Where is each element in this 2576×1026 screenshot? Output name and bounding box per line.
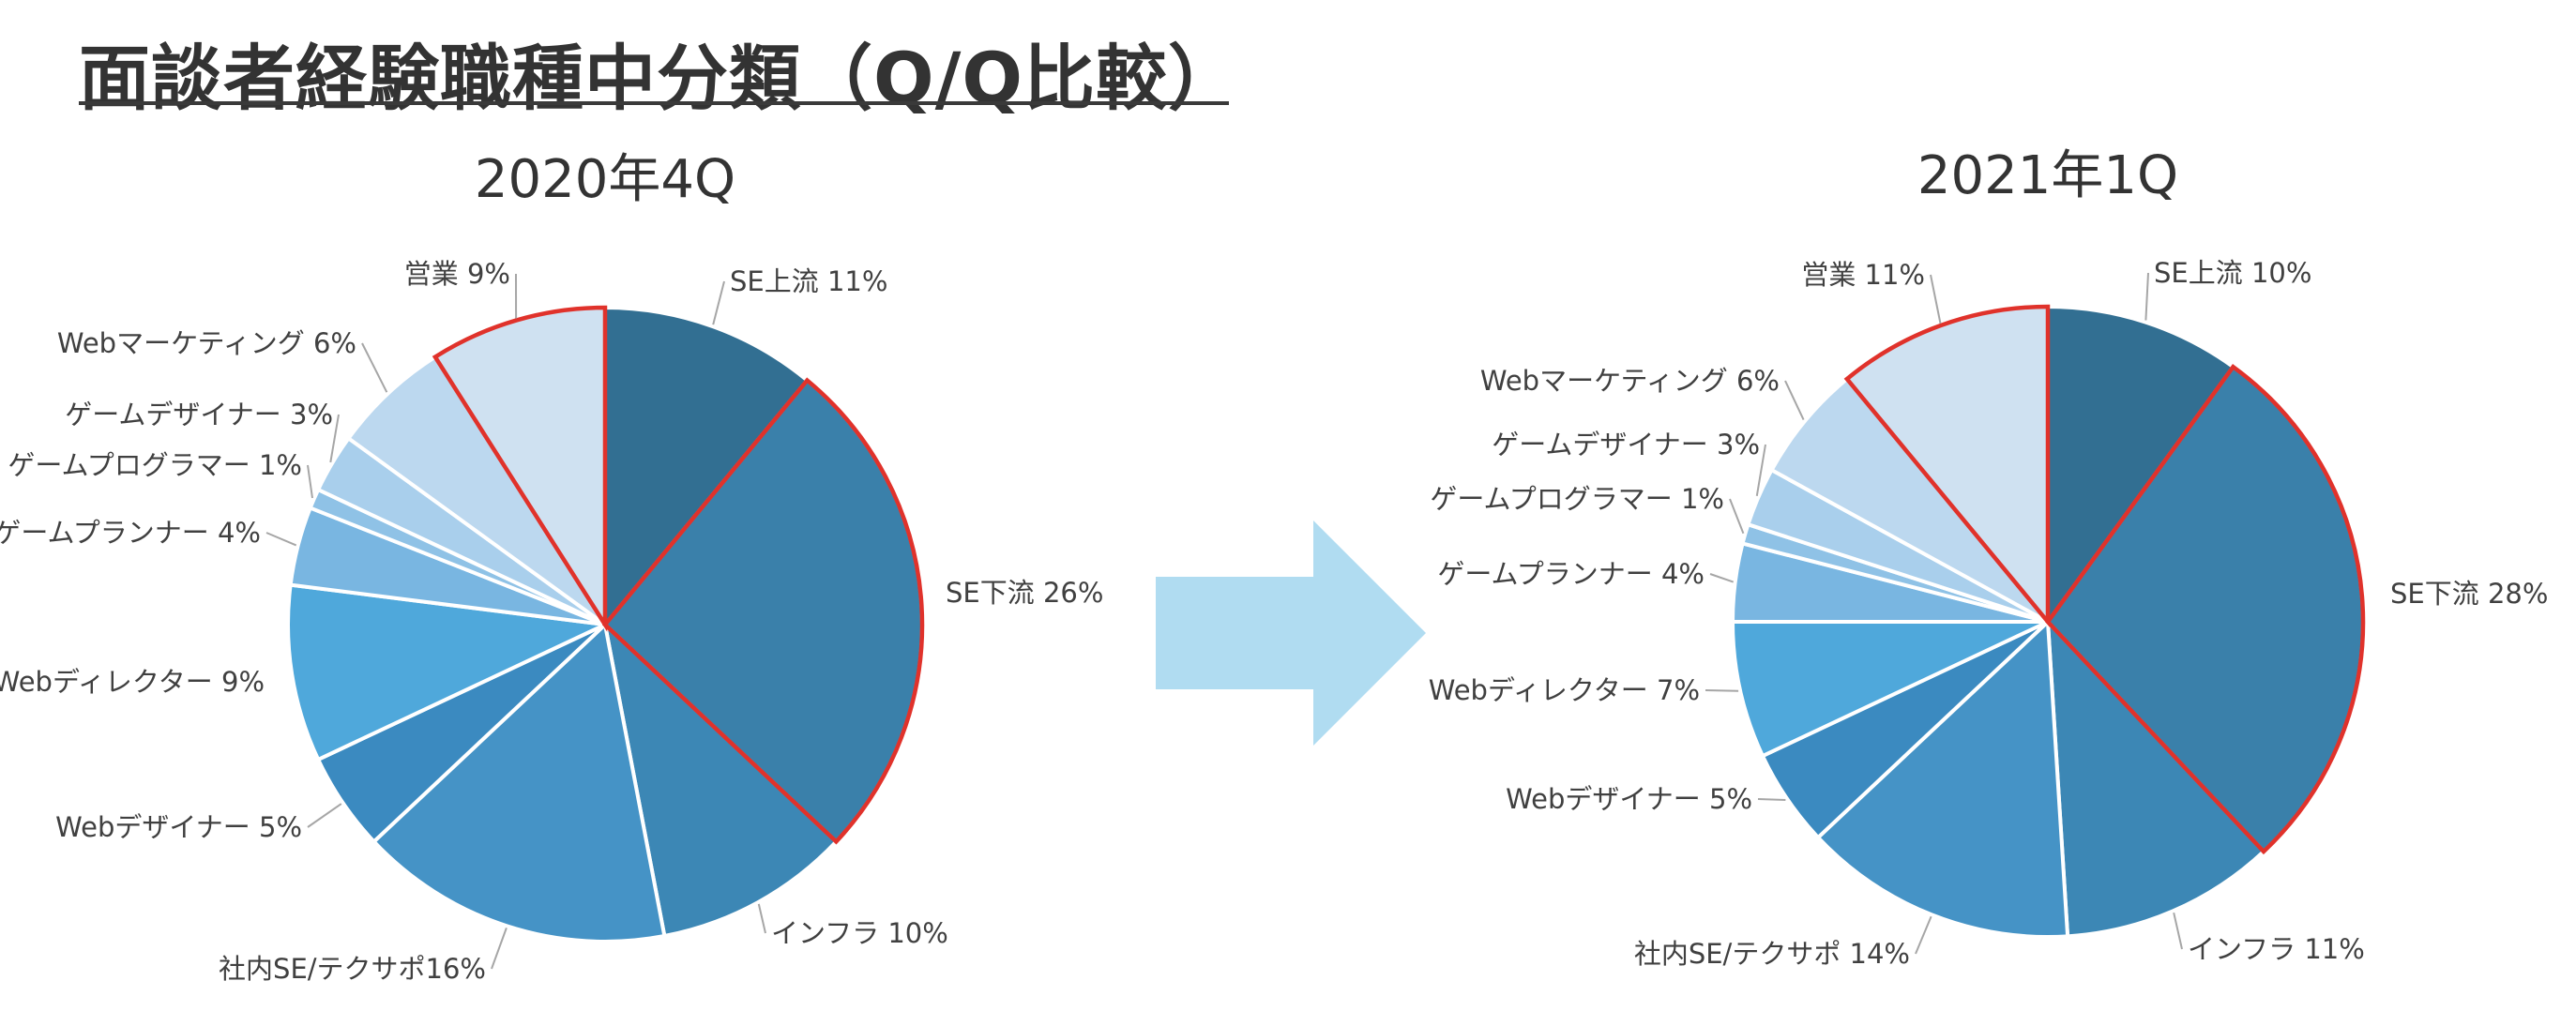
leader-line [1757,798,1786,801]
leader-line [757,903,766,934]
page-title: 面談者経験職種中分類（Q/Q比較） [79,37,1240,120]
leader-line [307,803,342,828]
highlight-outline-2 [2045,364,2366,855]
slice-label: ゲームデザイナー 3% [1492,429,1760,460]
slice-label: SE上流 11% [730,265,887,297]
pie-slice-4 [371,623,667,943]
pie-title: 2021年1Q [1917,145,2178,206]
slice-label: Webディレクター 7% [1429,674,1700,706]
slice-label: SE下流 28% [2390,578,2548,610]
slice-label: インフラ 10% [771,917,948,949]
pie-slice-6 [286,582,607,762]
leader-line [1729,498,1745,535]
slice-label: 社内SE/テクサポ 14% [1634,938,1910,970]
pie-title: 2020年4Q [475,149,735,210]
slice-label: SE下流 26% [946,577,1103,609]
pie-chart-2020-4q: 2020年4Q SE上流 11% SE下流 26% インフラ 10% 社内SE/テクサポ… [0,149,1103,985]
highlight-outline-11 [1843,304,2051,628]
slice-label: 営業 9% [404,258,510,290]
slice-label: インフラ 11% [2188,933,2365,965]
leader-line [1915,915,1932,955]
leader-line [1755,444,1766,496]
leader-line [1930,274,1942,324]
leader-line [1705,689,1739,692]
slice-label: SE上流 10% [2154,257,2311,289]
leader-line [712,280,725,325]
pie-slice-4 [1816,620,2070,939]
leader-line [491,928,508,970]
leader-line [329,414,340,463]
pie-slice-3 [2046,620,2266,939]
pie-slice-1 [603,306,810,626]
leader-line [361,342,388,393]
pie-slice-3 [603,623,839,939]
slice-label: ゲームプログラマー 1% [8,449,302,481]
slice-label: Webディレクター 9% [0,666,265,698]
pie-slice-10 [346,355,607,626]
slice-label: ゲームプランナー 4% [0,517,261,549]
highlight-outline-2 [601,377,925,845]
title-underline [79,101,1229,105]
pie-chart-2021-1q: 2021年1Q SE上流 10% SE下流 28% インフラ 11% 社内SE/テクサポ… [1429,145,2549,970]
slice-label: Webデザイナー 5% [1506,783,1752,815]
leader-line [2144,272,2149,321]
highlight-outline-11 [432,305,608,632]
slice-label: Webマーケティング 6% [57,327,356,359]
transition-arrow-icon [1156,521,1426,746]
pie-slice-6 [1731,620,2050,759]
leader-line [307,464,313,499]
pie-slice-10 [1769,377,2050,624]
slice-label: 社内SE/テクサポ16% [219,953,486,985]
slice-label: Webデザイナー 5% [55,811,302,843]
slice-label: Webマーケティング 6% [1480,365,1780,397]
slice-label: 営業 11% [1801,259,1925,291]
leader-line [265,532,297,547]
leader-line [1784,380,1805,421]
pie-slice-1 [2046,305,2235,624]
slice-label: ゲームプログラマー 1% [1430,483,1724,515]
slice-label: ゲームデザイナー 3% [65,399,333,430]
leader-line [2173,912,2183,950]
leader-line [1709,573,1735,583]
slice-label: ゲームプランナー 4% [1437,558,1705,590]
